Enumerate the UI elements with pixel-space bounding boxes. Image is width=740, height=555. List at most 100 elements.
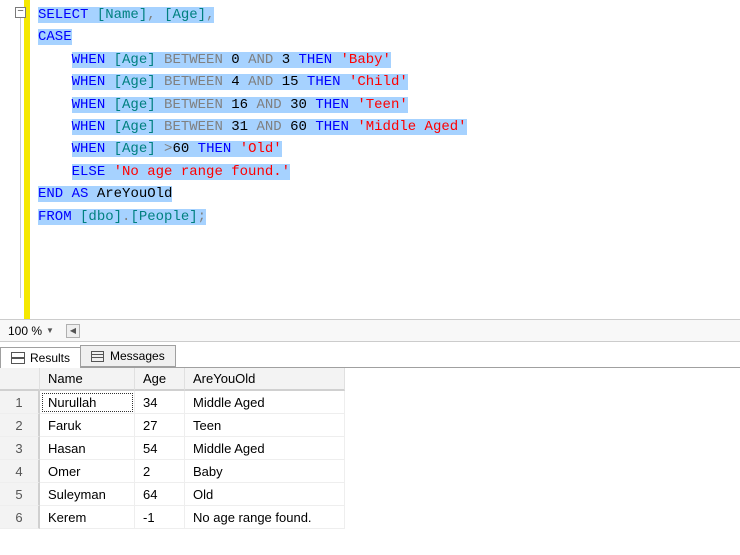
table-row[interactable]: 5Suleyman64Old [0, 483, 740, 506]
grid-body: 1Nurullah34Middle Aged2Faruk27Teen3Hasan… [0, 391, 740, 529]
col-header-areyouold[interactable]: AreYouOld [185, 368, 345, 391]
code-gutter [0, 0, 30, 319]
num: 16 [231, 97, 248, 113]
cell-areyouold[interactable]: Middle Aged [185, 391, 345, 414]
cell-age[interactable]: -1 [135, 506, 185, 529]
grid-header-row: Name Age AreYouOld [0, 368, 740, 391]
kw-when: WHEN [72, 52, 106, 68]
str-child: 'Child' [349, 74, 408, 90]
grid-icon [11, 352, 25, 364]
cell-age[interactable]: 27 [135, 414, 185, 437]
num: 4 [231, 74, 239, 90]
col-age: [Age] [114, 119, 156, 135]
cell-age[interactable]: 64 [135, 483, 185, 506]
col-header-age[interactable]: Age [135, 368, 185, 391]
row-number[interactable]: 5 [0, 483, 40, 506]
num: 30 [290, 97, 307, 113]
comma: , [147, 7, 155, 23]
col-age: [Age] [114, 74, 156, 90]
cell-areyouold[interactable]: Teen [185, 414, 345, 437]
sql-editor-pane: SELECT [Name], [Age], CASE WHEN [Age] BE… [0, 0, 740, 320]
cell-areyouold[interactable]: Middle Aged [185, 437, 345, 460]
row-number[interactable]: 3 [0, 437, 40, 460]
kw-between: BETWEEN [164, 74, 223, 90]
chevron-down-icon: ▼ [46, 326, 54, 335]
kw-between: BETWEEN [164, 119, 223, 135]
kw-when: WHEN [72, 141, 106, 157]
results-grid: Name Age AreYouOld 1Nurullah34Middle Age… [0, 368, 740, 529]
kw-from: FROM [38, 209, 72, 225]
cell-name[interactable]: Omer [40, 460, 135, 483]
cell-name[interactable]: Faruk [40, 414, 135, 437]
cell-age[interactable]: 2 [135, 460, 185, 483]
num: 15 [282, 74, 299, 90]
cell-areyouold[interactable]: Baby [185, 460, 345, 483]
tab-messages[interactable]: Messages [80, 345, 176, 367]
str-none: 'No age range found.' [114, 164, 290, 180]
col-age: [Age] [164, 7, 206, 23]
tab-results[interactable]: Results [0, 347, 81, 368]
table-row[interactable]: 2Faruk27Teen [0, 414, 740, 437]
horizontal-scrollbar[interactable]: ◀ [66, 324, 740, 338]
row-number[interactable]: 4 [0, 460, 40, 483]
result-tabs: Results Messages [0, 342, 740, 368]
num: 31 [231, 119, 248, 135]
col-age: [Age] [114, 141, 156, 157]
row-number[interactable]: 2 [0, 414, 40, 437]
kw-when: WHEN [72, 97, 106, 113]
kw-and: AND [256, 119, 281, 135]
cell-age[interactable]: 54 [135, 437, 185, 460]
kw-between: BETWEEN [164, 52, 223, 68]
schema: [dbo] [80, 209, 122, 225]
table-row[interactable]: 6Kerem-1No age range found. [0, 506, 740, 529]
col-age: [Age] [114, 97, 156, 113]
tab-results-label: Results [30, 351, 70, 365]
collapse-toggle-icon[interactable] [15, 7, 26, 18]
tab-messages-label: Messages [110, 349, 165, 363]
table-row[interactable]: 3Hasan54Middle Aged [0, 437, 740, 460]
table-row[interactable]: 4Omer2Baby [0, 460, 740, 483]
kw-and: AND [248, 74, 273, 90]
kw-end: END [38, 186, 63, 202]
num: 0 [231, 52, 239, 68]
sql-code[interactable]: SELECT [Name], [Age], CASE WHEN [Age] BE… [30, 0, 467, 319]
str-mid: 'Middle Aged' [357, 119, 466, 135]
zoom-bar: 100 % ▼ ◀ [0, 320, 740, 342]
cell-areyouold[interactable]: No age range found. [185, 506, 345, 529]
kw-then: THEN [307, 74, 341, 90]
str-teen: 'Teen' [357, 97, 407, 113]
row-number[interactable]: 1 [0, 391, 40, 414]
cell-name[interactable]: Nurullah [40, 391, 135, 414]
kw-else: ELSE [72, 164, 106, 180]
semi: ; [198, 209, 206, 225]
num: 60 [172, 141, 189, 157]
num: 60 [290, 119, 307, 135]
cell-age[interactable]: 34 [135, 391, 185, 414]
kw-and: AND [248, 52, 273, 68]
kw-when: WHEN [72, 119, 106, 135]
kw-then: THEN [299, 52, 333, 68]
cell-name[interactable]: Suleyman [40, 483, 135, 506]
kw-then: THEN [315, 97, 349, 113]
scroll-left-icon[interactable]: ◀ [66, 324, 80, 338]
table: [People] [130, 209, 197, 225]
zoom-value: 100 % [8, 324, 42, 338]
cell-name[interactable]: Hasan [40, 437, 135, 460]
kw-then: THEN [315, 119, 349, 135]
kw-then: THEN [198, 141, 232, 157]
kw-and: AND [256, 97, 281, 113]
kw-as: AS [72, 186, 89, 202]
fold-guide [20, 18, 21, 298]
row-number[interactable]: 6 [0, 506, 40, 529]
zoom-dropdown[interactable]: 100 % ▼ [4, 324, 58, 338]
str-old: 'Old' [240, 141, 282, 157]
table-row[interactable]: 1Nurullah34Middle Aged [0, 391, 740, 414]
cell-name[interactable]: Kerem [40, 506, 135, 529]
col-age: [Age] [114, 52, 156, 68]
col-name: [Name] [97, 7, 147, 23]
row-header-blank[interactable] [0, 368, 40, 391]
num: 3 [282, 52, 290, 68]
col-header-name[interactable]: Name [40, 368, 135, 391]
cell-areyouold[interactable]: Old [185, 483, 345, 506]
kw-select: SELECT [38, 7, 88, 23]
